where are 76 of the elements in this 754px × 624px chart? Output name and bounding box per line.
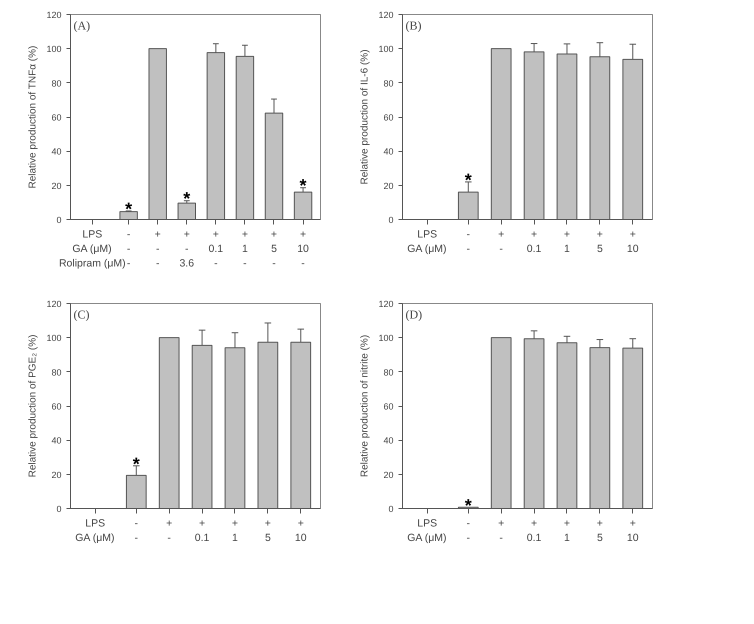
y-tick-label: 0 [388,504,394,514]
y-axis-title: Relative production of TNFα (%) [27,46,38,189]
x-tick-label: + 0.1 [526,228,542,255]
chart-title: (C) [74,308,90,322]
y-tick-label: 40 [383,436,394,446]
y-tick-label: 80 [383,78,394,88]
y-tick-label: 120 [46,10,62,20]
x-tick-label: + 1 - [242,228,248,270]
annotation: * [183,188,190,209]
y-tick-label: 40 [51,146,62,157]
y-axis-title: Relative production of IL-6 (%) [359,49,370,185]
x-tick-label: + 1 [564,518,570,544]
chart-title: (A) [74,18,90,32]
text: LPS [85,518,106,530]
x-tick-label: + - [166,518,172,544]
x-tick-label: + 1 [564,228,570,255]
x-tick-label: + 10 [294,518,307,544]
x-tick-label: - - [466,228,471,255]
y-tick-label: 100 [378,333,394,344]
y-tick-label: 40 [383,146,394,157]
x-tick-label: - - - [126,228,131,270]
y-tick-label: 60 [383,112,394,122]
text: GA (μM) [72,242,112,255]
text: GA (μM) [407,242,447,255]
x-tick-label: + - - [154,228,161,270]
y-tick-label: 60 [51,402,62,412]
y-axis-title: Relative production of nitrite (%) [359,334,370,478]
text: GA (μM) [75,532,115,544]
x-tick-label: + - 3.6 [179,228,194,270]
text: LPS [82,228,102,240]
x-tick-label: + 5 [596,228,603,255]
y-tick-label: 120 [46,299,62,309]
y-tick-label: 20 [383,180,394,191]
y-tick-label: 80 [51,367,62,378]
text: LPS [417,518,438,530]
y-tick-label: 0 [56,504,62,514]
y-tick-label: 80 [383,367,394,378]
y-tick-label: 80 [51,78,62,88]
x-tick-label: + - [498,228,504,255]
y-tick-label: 120 [378,299,394,309]
y-tick-label: 0 [56,215,62,225]
y-tick-label: 0 [388,215,394,225]
x-tick-label: + 5 [264,518,271,544]
x-tick-label: + 5 [596,518,603,544]
x-tick-label: + 10 [626,228,639,255]
x-tick-label: + 0.1 [194,518,210,544]
y-tick-label: 120 [378,10,394,20]
annotation: * [464,495,472,516]
y-tick-label: 40 [51,436,62,446]
x-tick-label: + 5 - [270,228,278,270]
y-tick-label: 20 [51,180,62,191]
annotation: * [132,454,140,474]
x-tick-label: + 0.1 [526,518,542,544]
y-tick-label: 100 [378,44,394,54]
x-tick-label: - - [466,518,471,544]
y-tick-label: 60 [51,112,62,122]
x-tick-label: + - [498,518,504,544]
y-tick-label: 100 [46,333,62,344]
annotation: * [464,170,472,190]
text: Rolipram (μM) [58,257,126,270]
x-tick-label: + 1 [232,518,238,544]
y-tick-label: 20 [383,470,394,480]
y-axis-title: Relative production of PGE₂ (%) [27,334,38,478]
chart-title: (B) [406,18,422,32]
x-tick-label: + 10 - [297,228,310,270]
text: LPS [417,228,438,240]
text: GA (μM) [407,532,447,544]
chart-title: (D) [406,308,422,322]
y-tick-label: 100 [46,44,62,54]
annotation: * [125,198,132,219]
y-tick-label: 20 [51,470,62,480]
y-tick-label: 60 [383,402,394,412]
annotation: * [300,176,307,196]
x-tick-label: + 10 [626,518,639,544]
x-tick-label: - - [134,518,139,544]
x-tick-label: + 0.1 - [208,228,224,270]
